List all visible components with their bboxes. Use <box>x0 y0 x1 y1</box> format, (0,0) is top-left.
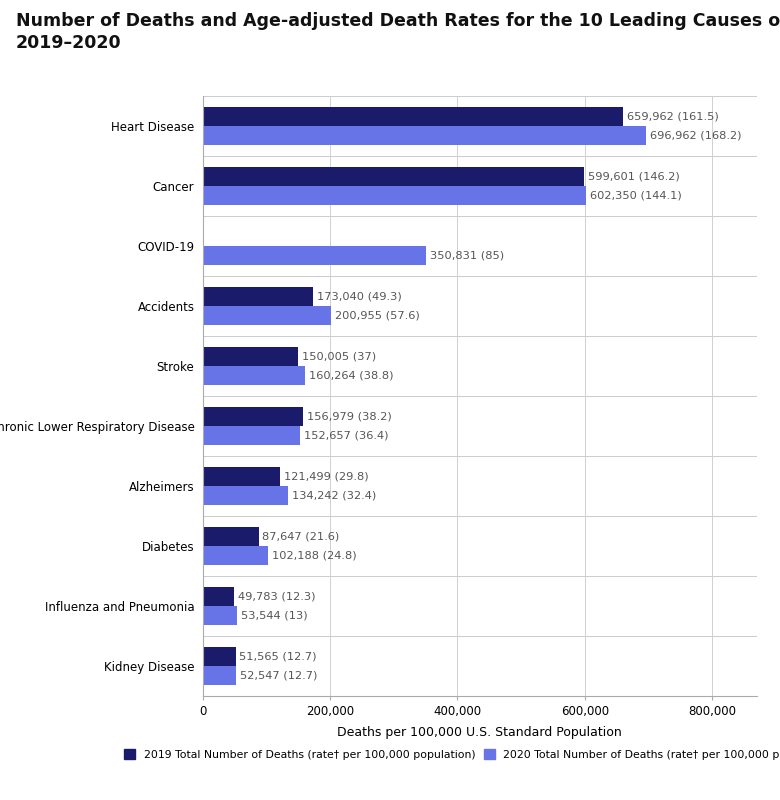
Bar <box>203 486 289 506</box>
Bar <box>203 466 280 486</box>
Bar <box>203 166 584 186</box>
Text: 87,647 (21.6): 87,647 (21.6) <box>262 531 339 542</box>
Bar <box>203 306 331 325</box>
Text: 200,955 (57.6): 200,955 (57.6) <box>335 310 420 321</box>
Bar <box>203 526 259 546</box>
Text: 134,242 (32.4): 134,242 (32.4) <box>292 490 376 501</box>
Text: 156,979 (38.2): 156,979 (38.2) <box>307 411 392 422</box>
Bar <box>203 406 303 426</box>
Text: 350,831 (85): 350,831 (85) <box>430 250 504 261</box>
Text: 52,547 (12.7): 52,547 (12.7) <box>240 670 317 681</box>
Bar <box>203 286 313 306</box>
Bar <box>203 346 298 366</box>
Bar <box>203 366 305 386</box>
X-axis label: Deaths per 100,000 U.S. Standard Population: Deaths per 100,000 U.S. Standard Populat… <box>337 726 622 739</box>
Text: 102,188 (24.8): 102,188 (24.8) <box>271 550 356 561</box>
Bar <box>203 126 647 146</box>
Bar <box>203 606 237 626</box>
Bar <box>203 666 236 685</box>
Bar <box>203 586 235 606</box>
Bar <box>203 186 587 206</box>
Bar <box>203 426 300 445</box>
Text: 121,499 (29.8): 121,499 (29.8) <box>284 471 369 482</box>
Text: 160,264 (38.8): 160,264 (38.8) <box>309 370 393 381</box>
Text: 599,601 (146.2): 599,601 (146.2) <box>588 171 680 182</box>
Text: 152,657 (36.4): 152,657 (36.4) <box>303 430 388 441</box>
Text: 2019–2020: 2019–2020 <box>16 34 121 51</box>
Text: 51,565 (12.7): 51,565 (12.7) <box>239 651 317 662</box>
Text: 173,040 (49.3): 173,040 (49.3) <box>317 291 402 302</box>
Bar <box>203 246 426 266</box>
Text: Number of Deaths and Age-adjusted Death Rates for the 10 Leading Causes of Death: Number of Deaths and Age-adjusted Death … <box>16 12 780 30</box>
Text: 150,005 (37): 150,005 (37) <box>302 351 376 362</box>
Legend: 2019 Total Number of Deaths (rate† per 100,000 population), 2020 Total Number of: 2019 Total Number of Deaths (rate† per 1… <box>124 749 780 759</box>
Text: 696,962 (168.2): 696,962 (168.2) <box>651 130 742 141</box>
Bar <box>203 646 236 666</box>
Text: 49,783 (12.3): 49,783 (12.3) <box>239 591 316 602</box>
Text: 602,350 (144.1): 602,350 (144.1) <box>590 190 682 201</box>
Text: 53,544 (13): 53,544 (13) <box>241 610 307 621</box>
Bar <box>203 106 623 126</box>
Text: 659,962 (161.5): 659,962 (161.5) <box>626 111 718 122</box>
Bar <box>203 546 268 565</box>
